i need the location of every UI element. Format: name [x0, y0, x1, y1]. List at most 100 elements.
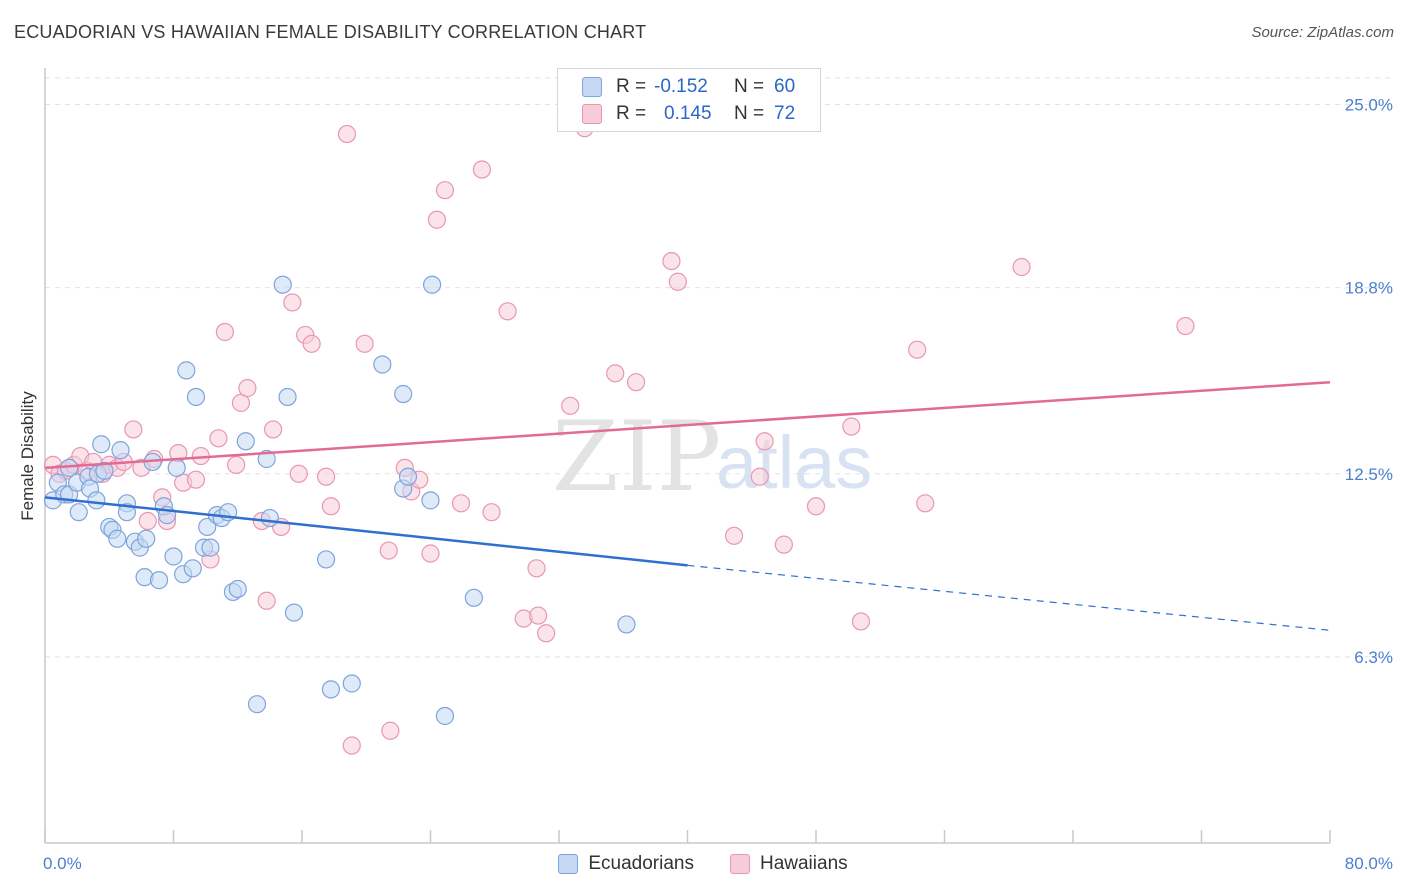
legend-row-ecuadorians: R = -0.152 N = 60	[582, 75, 795, 99]
hawaiian-point	[774, 535, 793, 554]
x-tick-min: 0.0%	[43, 854, 82, 873]
ecuadorian-point	[421, 491, 440, 510]
hawaiian-point	[472, 160, 491, 179]
ecuadorians-swatch	[558, 854, 579, 874]
hawaiian-point	[209, 429, 228, 448]
hawaiians-label: Hawaiians	[759, 853, 848, 874]
legend-row-hawaiians: R = 0.145 N = 72	[582, 102, 795, 126]
hawaiian-point	[1176, 316, 1195, 336]
hawaiian-point	[851, 612, 871, 631]
ecuadorian-point	[177, 361, 196, 380]
hawaiian-point	[527, 559, 546, 578]
hawaiian-point	[842, 417, 861, 436]
hawaiian-point	[724, 526, 744, 545]
correlation-legend: R = -0.152 N = 60 R = 0.145 N = 72	[557, 68, 821, 132]
ecuadorian-point	[95, 461, 114, 480]
ecuadorian-point	[201, 538, 220, 557]
ecuadorians-trend-line	[44, 496, 688, 567]
ecuadorian-point	[247, 695, 267, 714]
y-axis-label: Female Disability	[18, 391, 37, 521]
y-tick-label: 18.8%	[1345, 279, 1393, 298]
hawaiian-point	[263, 420, 283, 439]
hawaiian-point	[750, 467, 769, 486]
ecuadorian-point	[342, 674, 361, 693]
hawaiian-point	[626, 373, 646, 392]
ecuadorian-point	[617, 615, 636, 634]
hawaiian-point	[908, 340, 927, 359]
ecuadorian-point	[117, 503, 137, 522]
legend-n-label: N =	[734, 76, 765, 97]
hawaiian-point	[238, 379, 257, 398]
ecuadorian-point	[69, 503, 88, 522]
ecuadorians-trend-extension	[687, 564, 1331, 631]
ecuadorian-point	[273, 275, 292, 294]
hawaiian-point	[227, 455, 246, 475]
y-tick-label: 25.0%	[1345, 96, 1393, 115]
ecuadorian-point	[464, 588, 483, 607]
hawaiian-point	[561, 396, 580, 415]
hawaiians-trend-line	[44, 380, 1331, 470]
x-tick-labels: 0.0% 80.0%	[43, 854, 1393, 873]
hawaiian-point	[435, 181, 455, 200]
hawaiian-point	[355, 334, 374, 353]
watermark-zip-text: ZIP	[552, 401, 721, 513]
hawaiian-point	[379, 541, 398, 560]
ecuadorian-point	[316, 550, 336, 569]
hawaiian-point	[806, 497, 826, 516]
hawaiian-point	[668, 272, 687, 291]
y-tick-label: 12.5%	[1345, 465, 1393, 484]
ecuadorian-point	[92, 435, 111, 454]
legend-r-value: -0.152	[654, 76, 708, 97]
ecuadorian-point	[164, 547, 183, 566]
legend-r-label: R =	[616, 76, 647, 97]
hawaiian-point	[337, 124, 357, 144]
hawaiian-point	[342, 736, 361, 755]
ecuadorian-point	[149, 571, 169, 590]
hawaiian-point	[381, 721, 400, 740]
hawaiian-point	[215, 322, 234, 342]
hawaiians-swatch	[729, 854, 750, 874]
hawaiian-point	[321, 497, 341, 516]
ecuadorian-point	[228, 579, 247, 599]
hawaiian-point	[186, 470, 206, 489]
gridlines	[45, 77, 1393, 658]
ecuadorians-points	[43, 275, 636, 726]
ecuadorian-point	[278, 387, 297, 407]
ecuadorian-point	[321, 680, 341, 699]
legend-n-value: 72	[774, 103, 796, 124]
y-tick-labels: 25.0% 18.8% 12.5% 6.3%	[1345, 96, 1393, 667]
hawaiian-point	[421, 544, 440, 563]
hawaiian-point	[606, 364, 625, 383]
trend-lines	[44, 380, 1331, 631]
hawaiian-point	[482, 503, 501, 522]
ecuadorian-point	[183, 559, 202, 578]
ecuadorian-point	[167, 458, 186, 477]
ecuadorian-point	[186, 387, 206, 407]
ecuadorian-point	[423, 275, 442, 294]
legend-swatch-blue	[582, 77, 602, 97]
y-tick-label: 6.3%	[1354, 648, 1393, 667]
ecuadorian-point	[236, 432, 255, 451]
watermark-atlas-text: atlas	[716, 421, 872, 504]
chart-title: ECUADORIAN VS HAWAIIAN FEMALE DISABILITY…	[14, 22, 647, 42]
legend-item-hawaiians[interactable]: Hawaiians	[729, 853, 848, 875]
hawaiian-point	[138, 511, 157, 531]
hawaiian-point	[1012, 257, 1031, 277]
legend-swatch-pink	[582, 104, 602, 124]
legend-item-ecuadorians[interactable]: Ecuadorians	[558, 853, 694, 875]
x-tick-max: 80.0%	[1345, 854, 1393, 873]
legend-r-label: R =	[616, 103, 647, 124]
ecuadorian-point	[137, 529, 156, 548]
ecuadorian-point	[398, 467, 418, 486]
hawaiian-point	[289, 464, 308, 483]
ecuadorian-point	[198, 517, 217, 537]
legend-n-label: N =	[734, 103, 765, 124]
ecuadorian-point	[435, 706, 455, 726]
hawaiian-point	[302, 334, 321, 353]
hawaiian-point	[529, 606, 548, 625]
ecuadorian-point	[284, 603, 304, 622]
ecuadorian-point	[260, 508, 279, 528]
hawaiian-point	[124, 420, 143, 439]
legend-n-value: 60	[774, 76, 796, 97]
